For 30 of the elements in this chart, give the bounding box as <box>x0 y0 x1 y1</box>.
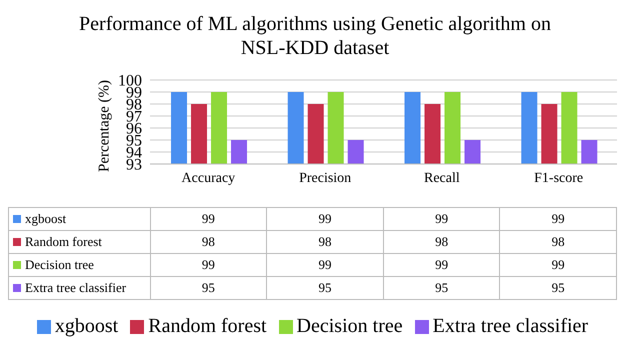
data-label: 95 <box>499 277 617 299</box>
data-label: 99 <box>266 208 383 230</box>
data-label: 95 <box>382 277 500 299</box>
legend-label: xgboost <box>25 211 66 227</box>
data-label: 99 <box>382 254 500 276</box>
data-label: 95 <box>150 277 266 299</box>
data-label: 98 <box>499 231 617 253</box>
data-label: 98 <box>266 231 383 253</box>
data-label: 99 <box>499 208 617 230</box>
legend-label: Random forest <box>25 234 102 250</box>
legend-label: Decision tree <box>25 257 94 273</box>
data-label: 99 <box>150 208 266 230</box>
chart-title: Performance of ML algorithms using Genetic algorithm on NSL-KDD dataset <box>78 12 552 61</box>
data-label: 95 <box>266 277 383 299</box>
data-label: 98 <box>382 231 500 253</box>
legend-label: Extra tree classifier <box>432 315 588 338</box>
data-label: 99 <box>499 254 617 276</box>
x-tick-label: Accuracy <box>182 170 236 186</box>
data-label: 98 <box>150 231 266 253</box>
text: xgboost <box>54 315 118 337</box>
data-label: 99 <box>150 254 266 276</box>
x-tick-label: Precision <box>299 170 352 186</box>
text: Extra tree classifier <box>25 280 126 295</box>
data-label: 99 <box>266 254 383 276</box>
x-tick-label: Recall <box>424 170 460 186</box>
text: Random forest <box>148 315 267 337</box>
y-axis-title: Percentage (%) <box>96 80 112 172</box>
data-label: 99 <box>382 208 500 230</box>
text: Decision tree <box>296 315 403 337</box>
x-tick-label: F1-score <box>534 170 584 186</box>
